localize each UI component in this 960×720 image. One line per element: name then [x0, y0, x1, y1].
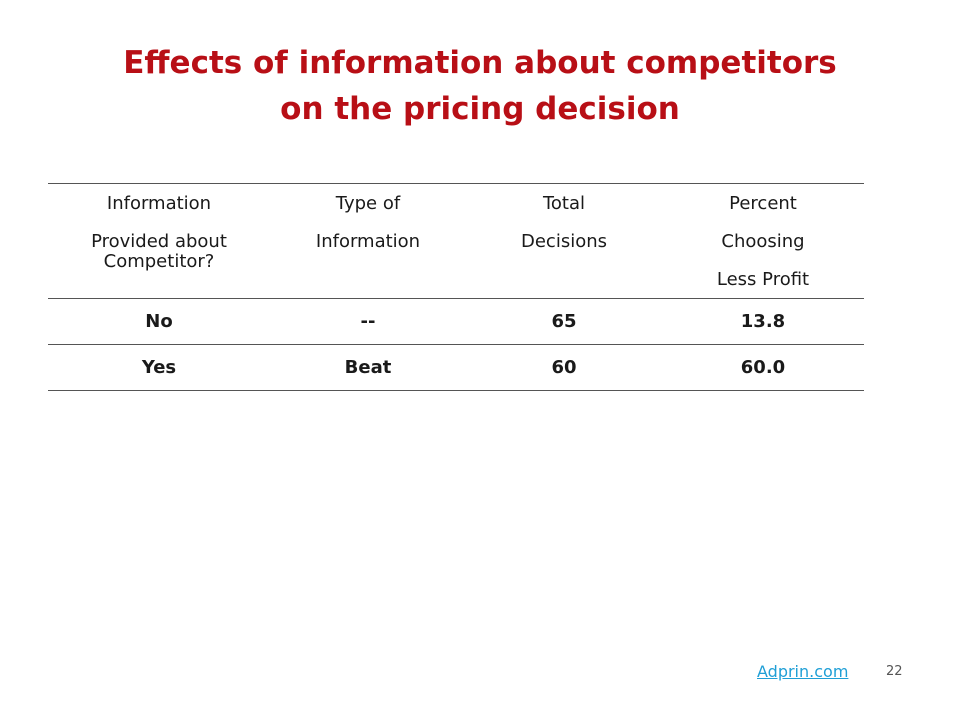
- header-information-provided: Information Provided about Competitor?: [48, 184, 270, 299]
- header-line: Information: [106, 193, 212, 214]
- cell-type-of-information: Beat: [270, 344, 466, 391]
- header-line: Type of: [335, 193, 401, 214]
- adprin-link[interactable]: Adprin.com: [757, 662, 849, 681]
- cell-total-decisions: 65: [466, 298, 662, 345]
- header-line: Information: [315, 231, 421, 252]
- results-table: Information Provided about Competitor? T…: [48, 183, 864, 391]
- cell-percent-less-profit: 13.8: [662, 298, 864, 345]
- header-line: Total: [542, 193, 586, 214]
- cell-information-provided: No: [48, 298, 270, 345]
- title-line-1: Effects of information about competitors: [123, 45, 837, 81]
- header-total-decisions: Total Decisions: [466, 184, 662, 299]
- cell-information-provided: Yes: [48, 344, 270, 391]
- cell-type-of-information: --: [270, 298, 466, 345]
- header-line: Decisions: [520, 231, 607, 252]
- header-line: Provided about: [91, 231, 227, 252]
- table-row: No -- 65 13.8: [48, 298, 864, 345]
- header-line: Competitor?: [103, 251, 215, 272]
- page-number: 22: [886, 664, 903, 679]
- header-line: Less Profit: [716, 269, 810, 290]
- cell-total-decisions: 60: [466, 344, 662, 391]
- header-percent-less-profit: Percent Choosing Less Profit: [662, 184, 864, 299]
- table-row: Yes Beat 60 60.0: [48, 344, 864, 391]
- table-header-row: Information Provided about Competitor? T…: [48, 183, 864, 299]
- header-type-of-information: Type of Information: [270, 184, 466, 299]
- cell-percent-less-profit: 60.0: [662, 344, 864, 391]
- slide-title: Effects of information about competitors…: [0, 40, 960, 132]
- title-line-2: on the pricing decision: [280, 91, 680, 127]
- header-line: Percent: [729, 193, 797, 214]
- header-line: Choosing: [721, 231, 805, 252]
